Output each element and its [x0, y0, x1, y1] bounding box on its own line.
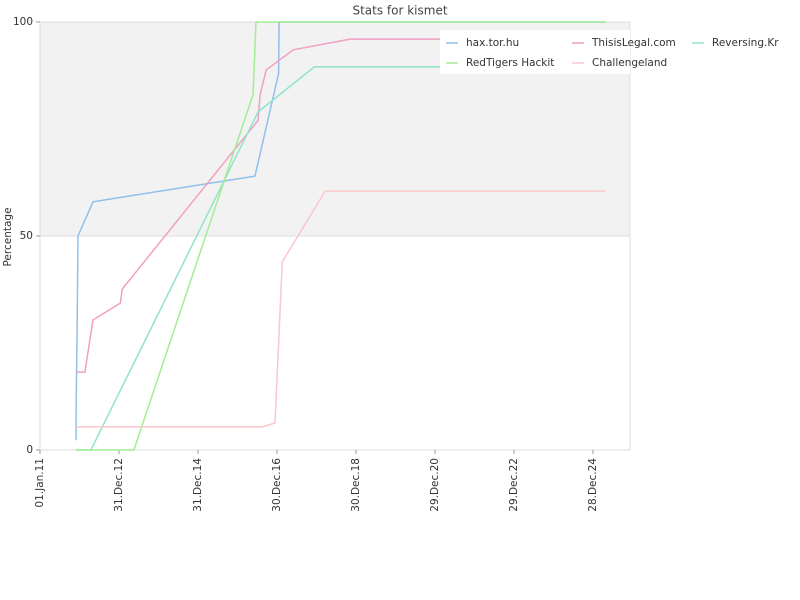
x-tick-label: 30.Dec.18 — [350, 458, 362, 512]
legend-label: ThisisLegal.com — [591, 37, 676, 49]
chart-title: Stats for kismet — [352, 4, 447, 18]
x-tick-label: 01.Jan.11 — [34, 458, 46, 508]
legend-label: Reversing.Kr — [712, 37, 779, 49]
series-line — [76, 38, 606, 373]
series-line — [75, 21, 606, 441]
x-tick-label: 28.Dec.24 — [587, 458, 599, 512]
legend-label: hax.tor.hu — [466, 37, 519, 49]
series-line — [76, 21, 606, 451]
y-tick-label: 0 — [26, 444, 33, 456]
x-tick-label: 31.Dec.14 — [192, 458, 204, 512]
x-tick-label: 29.Dec.22 — [508, 458, 520, 512]
x-tick-label: 30.Dec.16 — [271, 458, 283, 512]
x-tick-label: 31.Dec.12 — [113, 458, 125, 512]
y-axis-label: Percentage — [2, 207, 14, 266]
legend-label: Challengeland — [592, 57, 667, 69]
legend-box — [440, 30, 630, 74]
legend-label: RedTigers Hackit — [466, 57, 554, 69]
y-tick-label: 50 — [20, 230, 33, 242]
series-line — [76, 190, 606, 428]
legend: hax.tor.hu ThisisLegal.com Reversing.Kr Red… — [440, 30, 779, 74]
x-tick-label: 29.Dec.20 — [429, 458, 441, 512]
y-tick-label: 100 — [13, 16, 33, 28]
